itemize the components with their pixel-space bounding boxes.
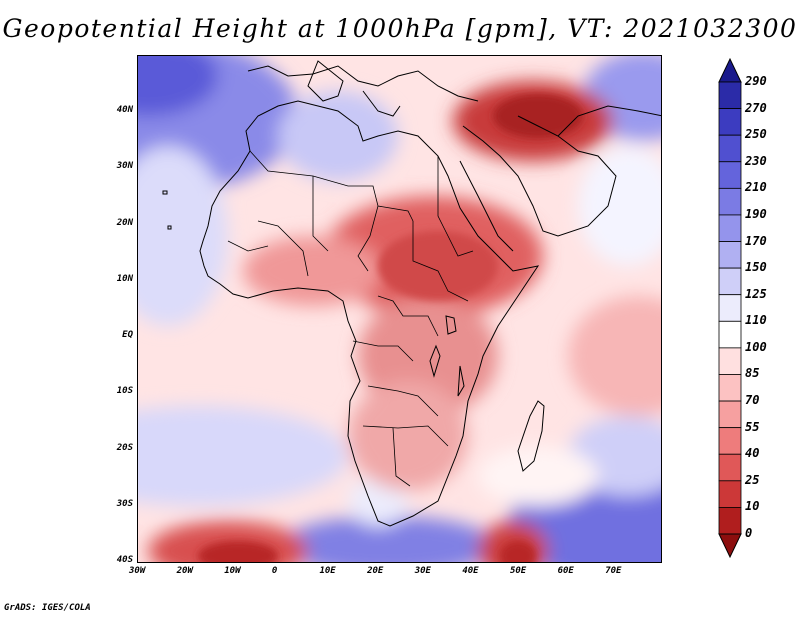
colorbar-swatch xyxy=(718,187,742,216)
colorbar-swatch xyxy=(718,81,742,109)
colorbar-swatch xyxy=(718,161,742,189)
lat-tick-label: 10N xyxy=(116,273,133,284)
lon-tick-label: 20E xyxy=(367,566,384,576)
lon-tick-label: 10E xyxy=(319,566,336,576)
colorbar-swatch xyxy=(718,134,742,163)
colorbar-level-label: 70 xyxy=(745,393,760,408)
lat-tick-label: 30N xyxy=(116,161,133,172)
lat-tick-label: EQ xyxy=(122,330,133,341)
colorbar-level-label: 110 xyxy=(745,313,767,328)
colorbar-swatch xyxy=(718,294,742,322)
colorbar-level-label: 0 xyxy=(745,526,753,540)
lon-tick-label: 30W xyxy=(129,566,146,576)
colorbar-swatch xyxy=(718,320,742,349)
lon-tick-label: 10W xyxy=(224,566,241,576)
colorbar-min-arrow xyxy=(718,533,742,558)
map-canvas xyxy=(138,56,661,562)
colorbar-swatch xyxy=(718,480,742,508)
lon-tick-label: 40E xyxy=(462,566,479,576)
colorbar-level-label: 100 xyxy=(745,339,767,354)
colorbar-level-label: 170 xyxy=(745,233,767,248)
lat-tick-label: 20N xyxy=(116,217,133,228)
chart-title: Geopotential Height at 1000hPa [gpm], VT… xyxy=(2,14,798,43)
lon-tick-label: 70E xyxy=(605,566,622,576)
map-panel xyxy=(137,55,662,563)
colorbar-swatch xyxy=(718,241,742,269)
colorbar xyxy=(718,58,742,558)
colorbar-swatch xyxy=(718,374,742,402)
colorbar-swatch xyxy=(718,400,742,429)
colorbar-level-label: 85 xyxy=(745,366,760,381)
colorbar-level-label: 125 xyxy=(745,286,767,301)
height-field xyxy=(138,56,661,562)
colorbar-max-arrow xyxy=(718,58,742,83)
lon-tick-label: 30E xyxy=(414,566,431,576)
lon-tick-label: 60E xyxy=(557,566,574,576)
colorbar-level-label: 40 xyxy=(745,446,760,461)
lat-tick-label: 20S xyxy=(116,442,133,453)
colorbar-level-label: 25 xyxy=(745,472,760,487)
colorbar-level-label: 290 xyxy=(745,74,767,88)
credit-label: GrADS: IGES/COLA xyxy=(4,603,91,613)
colorbar-swatch xyxy=(718,427,742,455)
colorbar-swatch xyxy=(718,347,742,375)
lon-tick-label: 0 xyxy=(271,566,278,576)
colorbar-level-label: 250 xyxy=(745,127,767,142)
lat-tick-label: 40N xyxy=(116,105,133,116)
colorbar-level-label: 230 xyxy=(745,153,767,168)
colorbar-level-label: 55 xyxy=(745,419,760,434)
colorbar-swatch xyxy=(718,108,742,136)
colorbar-level-label: 270 xyxy=(745,100,767,115)
colorbar-swatch xyxy=(718,214,742,242)
coastlines xyxy=(162,60,661,527)
colorbar-swatch xyxy=(718,267,742,296)
colorbar-level-label: 210 xyxy=(745,180,767,195)
lon-tick-label: 20W xyxy=(176,566,193,576)
colorbar-level-label: 150 xyxy=(745,260,767,275)
colorbar-level-label: 10 xyxy=(745,499,760,514)
colorbar-level-label: 190 xyxy=(745,206,767,221)
colorbar-swatch xyxy=(718,453,742,482)
colorbar-swatch xyxy=(718,507,742,535)
lat-tick-label: 10S xyxy=(116,386,133,397)
lat-tick-label: 30S xyxy=(116,498,133,509)
lon-tick-label: 50E xyxy=(509,566,527,576)
lat-tick-label: 40S xyxy=(116,555,133,565)
